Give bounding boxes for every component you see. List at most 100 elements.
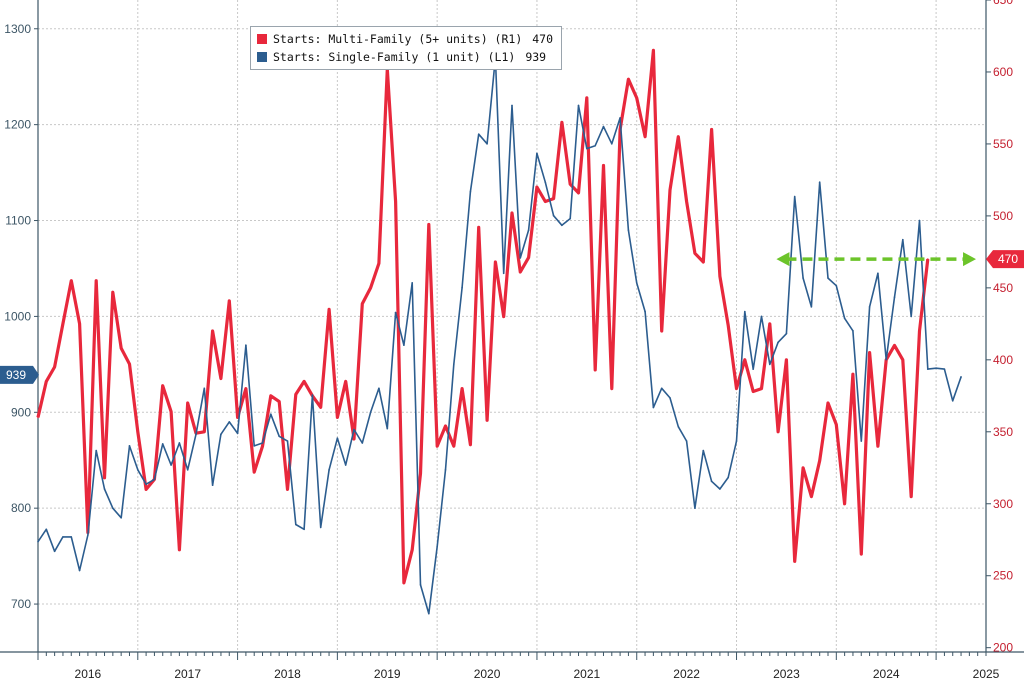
data-point-single-family — [719, 488, 721, 490]
data-point-single-family — [569, 217, 572, 220]
data-point-single-family — [852, 329, 854, 332]
data-point-multi-family — [752, 390, 754, 393]
data-point-single-family — [253, 445, 256, 447]
data-point-multi-family — [70, 279, 73, 282]
data-point-multi-family — [660, 330, 663, 332]
data-point-multi-family — [602, 164, 605, 167]
data-point-multi-family — [552, 197, 555, 200]
data-point-multi-family — [877, 445, 879, 447]
data-point-single-family — [677, 425, 680, 428]
right-tick-label: 200 — [993, 641, 1013, 655]
x-tick-label: 2016 — [75, 667, 102, 681]
data-point-multi-family — [428, 223, 430, 226]
data-point-multi-family — [586, 97, 588, 99]
data-point-single-family — [552, 214, 555, 217]
data-point-single-family — [652, 406, 655, 409]
data-point-single-family — [87, 534, 89, 536]
data-point-multi-family — [594, 369, 596, 371]
data-point-multi-family — [502, 315, 505, 318]
data-point-single-family — [610, 143, 613, 145]
data-point-single-family — [893, 296, 896, 299]
data-point-multi-family — [760, 387, 763, 390]
data-point-single-family — [951, 399, 954, 402]
data-point-multi-family — [669, 189, 671, 191]
data-point-single-family — [120, 516, 122, 519]
data-point-single-family — [170, 464, 172, 466]
data-point-multi-family — [694, 252, 696, 255]
data-point-single-family — [428, 612, 430, 615]
data-point-single-family — [378, 387, 380, 390]
data-point-single-family — [835, 284, 838, 287]
data-point-single-family — [727, 476, 730, 479]
data-point-multi-family — [644, 135, 646, 138]
data-point-multi-family — [103, 477, 106, 479]
data-point-multi-family — [635, 97, 638, 99]
data-point-multi-family — [328, 308, 330, 311]
data-point-multi-family — [403, 582, 405, 584]
data-point-multi-family — [494, 261, 497, 263]
data-point-single-family — [902, 238, 904, 241]
data-point-single-family — [635, 282, 638, 284]
data-point-single-family — [843, 317, 846, 320]
data-point-single-family — [145, 483, 147, 486]
data-point-single-family — [619, 117, 621, 119]
data-point-single-family — [818, 181, 821, 183]
left-tick-label: 1300 — [4, 22, 31, 36]
data-point-single-family — [153, 478, 156, 481]
data-point-multi-family — [53, 366, 56, 368]
data-point-multi-family — [910, 495, 912, 498]
data-point-single-family — [211, 484, 214, 486]
data-point-single-family — [186, 469, 189, 471]
data-point-multi-family — [827, 402, 829, 404]
data-point-single-family — [361, 442, 364, 444]
data-point-single-family — [802, 277, 804, 279]
data-point-single-family — [910, 315, 912, 318]
data-point-multi-family — [569, 183, 572, 186]
data-point-single-family — [702, 449, 705, 452]
badge-right-value: 470 — [998, 252, 1018, 266]
data-point-single-family — [286, 440, 289, 442]
data-point-multi-family — [818, 459, 821, 462]
data-point-single-family — [245, 344, 247, 346]
right-tick-label: 500 — [993, 209, 1013, 223]
data-point-multi-family — [261, 445, 264, 447]
data-point-multi-family — [228, 300, 231, 302]
data-point-single-family — [53, 550, 56, 553]
data-point-multi-family — [536, 186, 538, 188]
data-point-single-family — [294, 523, 297, 526]
right-tick-label: 350 — [993, 425, 1013, 439]
data-point-single-family — [236, 432, 239, 435]
data-point-multi-family — [918, 330, 921, 332]
legend-item-multi-family: Starts: Multi-Family (5+ units) (R1) 470 — [257, 30, 553, 48]
left-tick-label: 1100 — [5, 214, 31, 228]
left-tick-label: 1200 — [4, 118, 31, 132]
data-point-single-family — [885, 358, 888, 361]
data-point-multi-family — [245, 387, 247, 390]
data-point-single-family — [860, 440, 863, 442]
data-point-single-family — [710, 480, 713, 483]
x-tick-label: 2024 — [873, 667, 900, 681]
data-point-multi-family — [378, 262, 380, 265]
data-point-single-family — [369, 411, 372, 414]
data-point-multi-family — [344, 380, 347, 383]
data-point-multi-family — [477, 226, 480, 229]
data-point-multi-family — [303, 380, 305, 383]
x-tick-label: 2023 — [773, 667, 800, 681]
data-point-single-family — [278, 435, 280, 438]
data-point-multi-family — [777, 430, 779, 433]
legend-value-multi-family: 470 — [532, 32, 554, 46]
data-point-multi-family — [461, 387, 463, 390]
data-point-multi-family — [178, 549, 181, 551]
data-point-single-family — [827, 277, 829, 279]
data-point-single-family — [336, 437, 339, 439]
data-point-multi-family — [835, 423, 838, 426]
series-line-single-family — [37, 56, 962, 615]
series-line-multi-family — [36, 48, 930, 585]
data-point-multi-family — [136, 430, 139, 433]
data-point-multi-family — [78, 323, 81, 325]
data-point-single-family — [511, 104, 513, 107]
x-tick-label: 2020 — [474, 667, 501, 681]
data-point-single-family — [112, 507, 114, 509]
data-point-multi-family — [577, 192, 580, 194]
